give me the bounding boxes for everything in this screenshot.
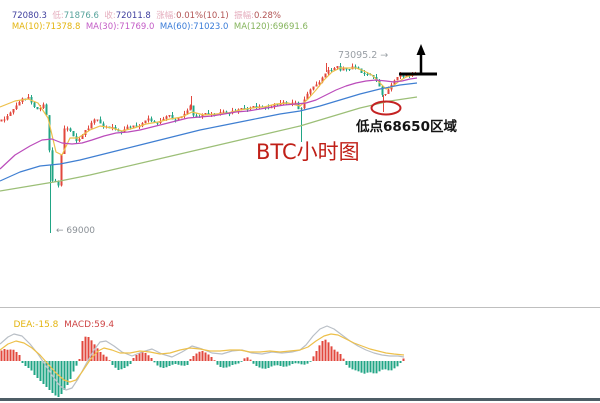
pane-divider <box>0 307 600 308</box>
ma30-readout: MA(30):71769.0 <box>85 22 160 32</box>
low-zone-label: 低点68650区域 <box>356 119 457 135</box>
ma120-readout: MA(120):69691.6 <box>233 22 308 32</box>
peak-price-label: 73095.2 → <box>338 50 389 61</box>
macd-value-readout: MACD:59.4 <box>64 320 115 330</box>
dea-readout: DEA:-15.8 <box>13 320 65 330</box>
bottom-border-bar <box>0 398 600 401</box>
low-value: 71876.6 <box>63 11 105 21</box>
amplitude-value: 0.28% <box>253 11 281 21</box>
low-zone-ellipse <box>370 100 402 116</box>
ohlc-first-value: 72080.3 <box>11 11 53 21</box>
left-low-price-label: ← 69000 <box>56 226 96 236</box>
amplitude-label: 振幅: <box>234 11 254 21</box>
ma10-readout: MA(10):71378.8 <box>11 22 86 32</box>
low-label: 低: <box>52 11 64 21</box>
change-label: 涨幅: <box>156 11 177 21</box>
ma60-readout: MA(60):71023.0 <box>159 22 234 32</box>
macd-readout: DEA:-15.8 MACD:59.4 <box>2 310 114 340</box>
ma-readout: MA(10):71378.8 MA(30):71769.0 MA(60):710… <box>1 12 308 42</box>
close-value: 72011.8 <box>115 11 157 21</box>
up-arrow-annotation <box>399 44 437 76</box>
chart-title-annotation: BTC小时图 <box>256 140 360 164</box>
close-label: 收: <box>104 11 116 21</box>
ohlc-readout: 72080.3 低:71876.6 收:72011.8 涨幅:0.01%(10.… <box>1 1 281 31</box>
change-value: 0.01%(10.1) <box>176 11 235 21</box>
